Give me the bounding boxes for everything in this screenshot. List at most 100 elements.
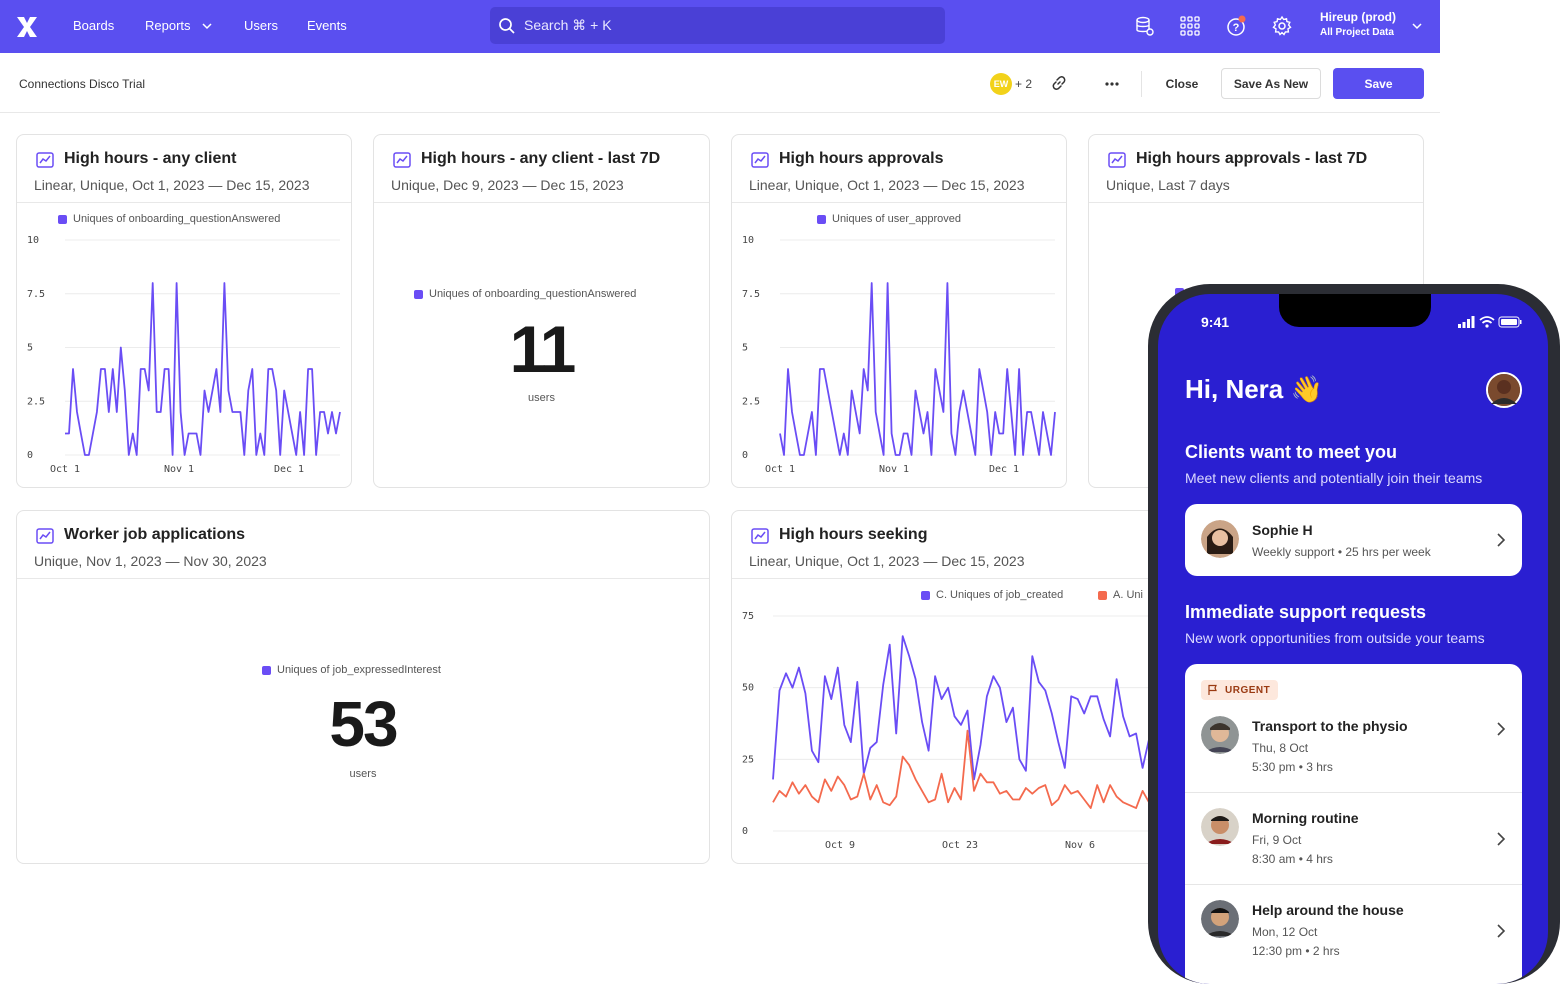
- chart-legend[interactable]: Uniques of onboarding_questionAnswered: [58, 213, 280, 225]
- legend-swatch: [262, 665, 271, 675]
- legend-swatch: [1098, 590, 1107, 600]
- chevron-down-icon[interactable]: [202, 22, 212, 30]
- metric-unit: users: [528, 392, 555, 404]
- series-line-0: [772, 635, 1163, 781]
- legend-swatch: [817, 214, 826, 224]
- card-title[interactable]: High hours approvals: [779, 150, 944, 167]
- request-item[interactable]: Help around the house Mon, 12 Oct 12:30 …: [1185, 886, 1522, 976]
- chart-legend[interactable]: Uniques of user_approved: [817, 213, 961, 225]
- y-tick-label: 50: [742, 683, 754, 694]
- report-card-high-hours-approvals[interactable]: High hours approvals Linear, Unique, Oct…: [731, 134, 1067, 488]
- y-tick-label: 2.5: [742, 396, 760, 407]
- y-tick-label: 5: [27, 343, 33, 354]
- card-title[interactable]: High hours - any client: [64, 150, 237, 167]
- request-item[interactable]: Transport to the physio Thu, 8 Oct 5:30 …: [1185, 704, 1522, 792]
- greeting: Hi, Nera 👋: [1185, 374, 1323, 404]
- line-chart-icon: [393, 152, 411, 168]
- legend-label: Uniques of onboarding_questionAnswered: [73, 213, 281, 225]
- legend-label: A. Uni: [1113, 589, 1143, 601]
- avatar[interactable]: [1486, 372, 1522, 408]
- project-switcher[interactable]: Hireup (prod) All Project Data: [1320, 10, 1396, 38]
- x-tick-label: Oct 23: [942, 840, 978, 851]
- card-title[interactable]: High hours seeking: [779, 526, 928, 543]
- chevron-right-icon: [1497, 924, 1506, 938]
- metric-value: 53: [329, 688, 398, 760]
- card-header: High hours seeking Linear, Unique, Oct 1…: [732, 511, 1424, 579]
- metric-legend: Uniques of onboarding_questionAnswered: [414, 288, 636, 300]
- metric-unit: users: [349, 768, 377, 780]
- line-chart-icon: [751, 528, 769, 544]
- save-button[interactable]: Save: [1333, 68, 1424, 99]
- line-chart-icon: [1108, 152, 1126, 168]
- client-meta: Weekly support • 25 hrs per week: [1252, 545, 1431, 559]
- chevron-down-icon[interactable]: [1412, 22, 1422, 30]
- chevron-right-icon: [1497, 722, 1506, 736]
- more-options-icon[interactable]: [1104, 81, 1120, 87]
- board-title[interactable]: Connections Disco Trial: [19, 77, 146, 91]
- chart-legend-a[interactable]: A. Uni: [1098, 589, 1143, 601]
- card-subtitle: Linear, Unique, Oct 1, 2023 — Dec 15, 20…: [34, 177, 310, 193]
- legend-swatch: [414, 289, 423, 299]
- line-chart[interactable]: 0 2.5 5 7.5 10 Oct 1 Nov 1 Dec 1: [17, 135, 352, 488]
- series-line-0: [779, 282, 1056, 456]
- y-tick-label: 0: [742, 450, 748, 461]
- series-line-0: [65, 282, 341, 456]
- mixpanel-logo-icon[interactable]: [14, 14, 40, 40]
- report-card-worker-job-applications[interactable]: Worker job applications Unique, Nov 1, 2…: [16, 510, 710, 864]
- chevron-right-icon: [1497, 832, 1506, 846]
- close-button[interactable]: Close: [1165, 76, 1199, 91]
- report-card-high-hours-last-7d[interactable]: High hours - any client - last 7D Unique…: [373, 134, 710, 488]
- phone-notch: [1279, 294, 1431, 327]
- x-tick-label: Oct 1: [50, 464, 80, 475]
- y-tick-label: 7.5: [27, 289, 45, 300]
- database-settings-icon[interactable]: [1133, 15, 1155, 37]
- report-card-high-hours-any-client[interactable]: High hours - any client Linear, Unique, …: [16, 134, 352, 488]
- request-title: Help around the house: [1252, 902, 1404, 918]
- y-tick-label: 10: [742, 235, 754, 246]
- y-tick-label: 10: [27, 235, 39, 246]
- client-card[interactable]: Sophie H Weekly support • 25 hrs per wee…: [1185, 504, 1522, 576]
- search-icon: [499, 17, 515, 34]
- nav-reports[interactable]: Reports: [145, 18, 191, 33]
- line-chart[interactable]: 0 2.5 5 7.5 10 Oct 1 Nov 1 Dec 1: [732, 135, 1067, 488]
- person-photo-icon: [1201, 808, 1239, 846]
- link-icon[interactable]: [1051, 75, 1067, 91]
- urgent-badge: URGENT: [1201, 680, 1279, 700]
- search-input[interactable]: Search ⌘ + K: [490, 7, 945, 44]
- avatar-more-count: + 2: [1015, 77, 1033, 91]
- card-title[interactable]: High hours - any client - last 7D: [421, 150, 661, 167]
- client-name: Sophie H: [1252, 522, 1313, 538]
- y-tick-label: 5: [742, 343, 748, 354]
- x-tick-label: Oct 1: [765, 464, 795, 475]
- gear-icon[interactable]: [1271, 15, 1293, 37]
- request-item[interactable]: Morning routine Fri, 9 Oct 8:30 am • 4 h…: [1185, 794, 1522, 884]
- line-chart-icon: [751, 152, 769, 168]
- section-desc-requests: New work opportunities from outside your…: [1185, 630, 1485, 646]
- card-header: High hours - any client Linear, Unique, …: [17, 135, 351, 203]
- request-title: Transport to the physio: [1252, 718, 1408, 734]
- line-chart[interactable]: 0 25 50 75 Oct 9 Oct 23 Nov 6: [732, 511, 1425, 864]
- toolbar-divider: [1141, 71, 1142, 97]
- svg-text:?: ?: [1233, 22, 1240, 34]
- flag-icon: [1208, 684, 1217, 695]
- help-icon[interactable]: ?: [1225, 15, 1247, 37]
- card-subtitle: Unique, Last 7 days: [1106, 177, 1230, 193]
- nav-users[interactable]: Users: [244, 18, 278, 33]
- line-chart-icon: [36, 152, 54, 168]
- nav-events[interactable]: Events: [307, 18, 347, 33]
- x-tick-label: Nov 1: [879, 464, 909, 475]
- request-date: Mon, 12 Oct: [1252, 925, 1318, 939]
- chevron-right-icon: [1497, 533, 1506, 547]
- card-title[interactable]: High hours approvals - last 7D: [1136, 150, 1368, 167]
- collaborator-avatars[interactable]: EW + 2: [990, 73, 1032, 95]
- requests-list: URGENT Transport to the physio Thu, 8 Oc…: [1185, 664, 1522, 984]
- save-as-new-button[interactable]: Save As New: [1221, 68, 1321, 99]
- apps-grid-icon[interactable]: [1179, 15, 1201, 37]
- y-tick-label: 2.5: [27, 396, 45, 407]
- nav-boards[interactable]: Boards: [73, 18, 115, 33]
- chart-legend-c[interactable]: C. Uniques of job_created: [921, 589, 1063, 601]
- card-title[interactable]: Worker job applications: [64, 526, 246, 543]
- y-tick-label: 0: [27, 450, 33, 461]
- person-photo-icon: [1201, 716, 1239, 754]
- line-chart-icon: [36, 528, 54, 544]
